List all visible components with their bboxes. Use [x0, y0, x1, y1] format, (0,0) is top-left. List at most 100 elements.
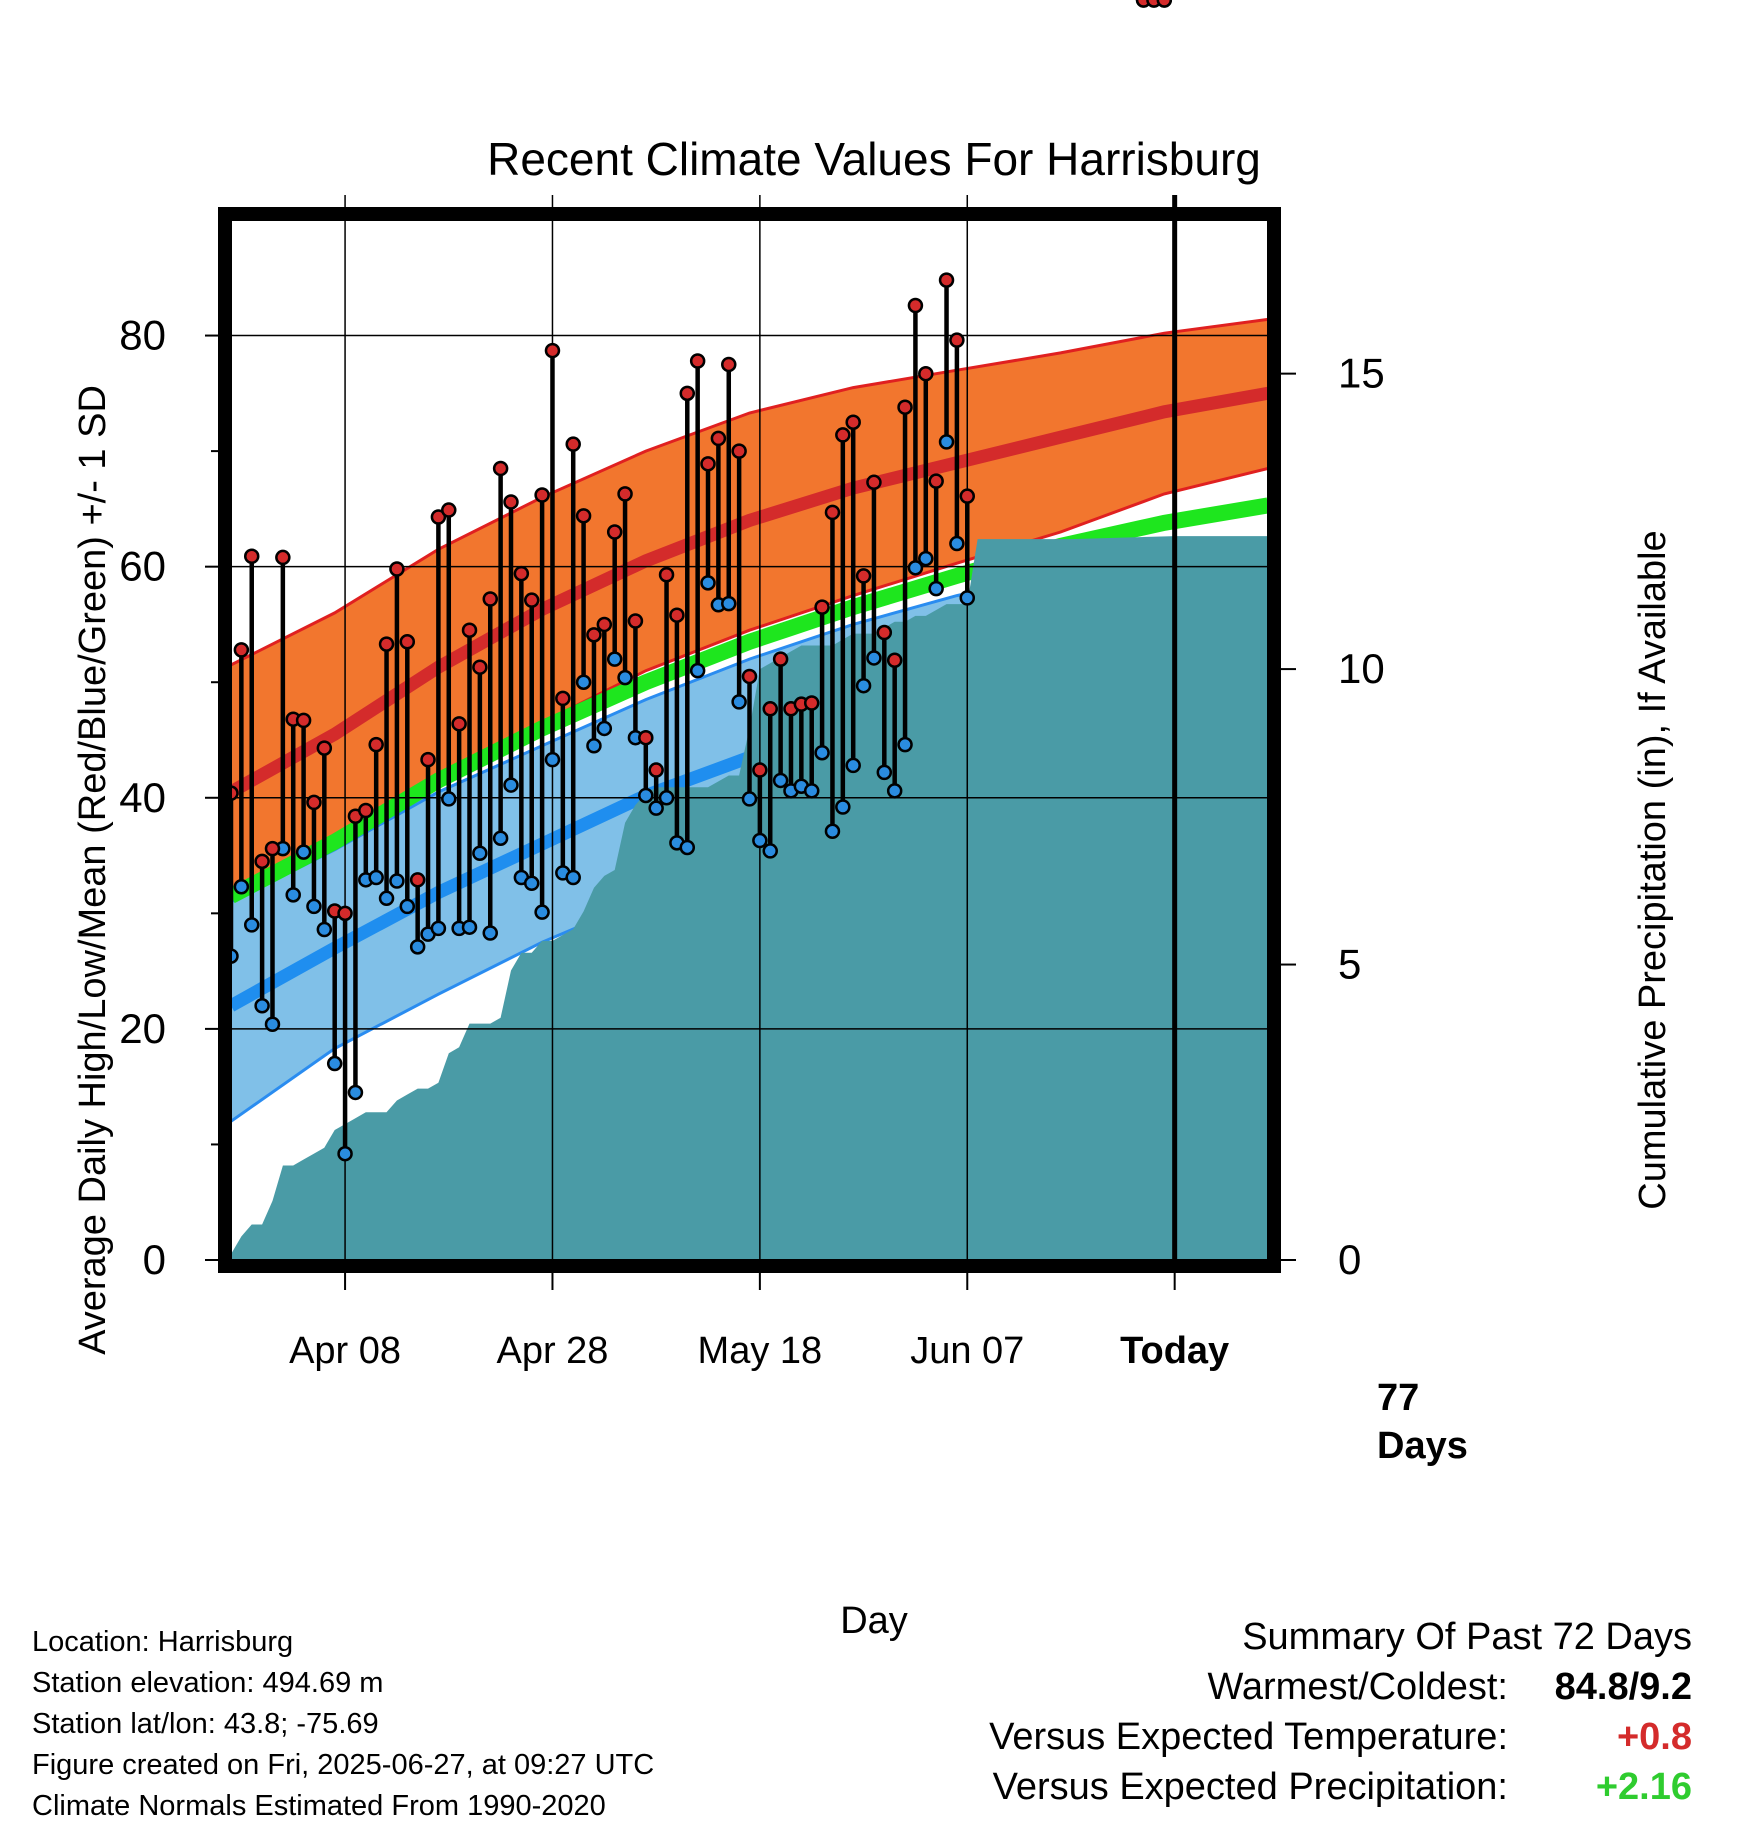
daily-high-point — [835, 427, 851, 443]
daily-low-point — [855, 677, 872, 694]
daily-high-point — [472, 659, 488, 675]
daily-low-point — [679, 839, 696, 856]
warmest-coldest-value: 84.8/9.2 — [1554, 1666, 1692, 1708]
daily-low-point — [378, 890, 395, 907]
daily-low-point — [565, 869, 581, 886]
daily-high-point — [295, 712, 312, 729]
daily-low-point — [648, 800, 664, 816]
daily-high-point — [233, 642, 250, 658]
today-days-unit: Days — [1377, 1425, 1468, 1467]
daily-high-point — [420, 751, 436, 768]
daily-high-point — [368, 736, 384, 753]
warmest-coldest-label: Warmest/Coldest: — [1207, 1666, 1508, 1708]
daily-low-point — [389, 873, 405, 889]
daily-low-point — [700, 575, 716, 591]
daily-low-point — [295, 844, 312, 860]
daily-low-point — [617, 669, 633, 686]
right-axis-tick-label: 15 — [1338, 350, 1385, 397]
daily-low-point — [835, 799, 851, 815]
daily-low-point — [586, 738, 602, 754]
daily-low-point — [845, 757, 861, 774]
daily-high-point — [482, 591, 498, 607]
daily-high-point — [627, 613, 644, 629]
daily-high-point — [959, 488, 976, 504]
location-text: Location: Harrisburg — [32, 1626, 294, 1658]
daily-low-point — [347, 1084, 364, 1101]
precip-area — [231, 536, 1268, 1260]
daily-high-point — [399, 634, 416, 650]
daily-high-point — [700, 456, 716, 472]
daily-high-point — [565, 436, 581, 452]
summary-warmest-coldest: Warmest/Coldest: 84.8/9.2 — [989, 1662, 1692, 1712]
daily-high-point — [306, 794, 322, 811]
daily-high-point — [513, 565, 530, 582]
daily-high-point — [679, 385, 696, 402]
daily-low-point — [482, 925, 498, 941]
summary-title: Summary Of Past 72 Days — [1242, 1616, 1692, 1658]
daily-low-point — [918, 550, 934, 567]
daily-low-point — [741, 791, 758, 807]
right-axis-tick-label: 5 — [1338, 941, 1361, 988]
normal-high-line — [231, 386, 1268, 798]
daily-high-point — [316, 740, 333, 756]
daily-high-point — [658, 567, 675, 583]
daily-high-point — [814, 599, 830, 615]
daily-high-point — [866, 474, 882, 491]
daily-low-point — [264, 1016, 281, 1033]
daily-high-point — [731, 443, 747, 459]
x-axis-tick-label: Today — [1120, 1330, 1229, 1372]
daily-high-point — [824, 504, 841, 521]
daily-low-point — [731, 694, 747, 710]
daily-low-point — [575, 674, 592, 690]
precip-anomaly-label: Versus Expected Precipitation: — [992, 1766, 1508, 1808]
daily-high-point — [503, 494, 519, 510]
x-axis-tick-label: Jun 07 — [910, 1330, 1024, 1372]
daily-low-point — [752, 832, 768, 849]
daily-high-point — [918, 365, 934, 382]
daily-low-point — [897, 736, 913, 753]
left-axis-tick-label: 20 — [119, 1005, 166, 1052]
daily-high-point — [907, 297, 924, 314]
daily-high-point — [555, 690, 571, 707]
right-axis-tick-label: 0 — [1338, 1236, 1361, 1283]
daily-low-point — [907, 560, 924, 576]
daily-high-point — [492, 460, 509, 477]
daily-low-point — [368, 869, 384, 886]
daily-high-point — [855, 568, 872, 584]
normal-mean-line — [231, 497, 1268, 904]
daily-high-point — [928, 473, 944, 489]
x-axis-tick-label: Apr 28 — [496, 1330, 608, 1372]
daily-low-point — [233, 879, 250, 895]
chart-title: Recent Climate Values For Harrisburg — [487, 133, 1261, 185]
daily-high-point — [430, 509, 447, 525]
daily-high-point — [938, 272, 955, 288]
daily-low-point — [409, 939, 426, 955]
y-axis-right-label: Cumulative Precipitation (in), If Availa… — [1632, 530, 1674, 1209]
daily-high-point — [648, 762, 664, 778]
daily-low-point — [928, 580, 944, 597]
y-axis-left-label: Average Daily High/Low/Mean (Red/Blue/Gr… — [72, 385, 114, 1355]
daily-high-point — [710, 430, 727, 447]
left-axis-tick-label: 0 — [143, 1236, 166, 1283]
daily-low-point — [886, 783, 903, 799]
daily-high-point — [337, 905, 353, 922]
daily-high-point — [544, 342, 561, 359]
daily-high-point — [275, 549, 291, 566]
precip-anomaly-value: +2.16 — [1595, 1766, 1692, 1808]
daily-high-point — [897, 399, 913, 415]
plot-frame — [218, 207, 1281, 1273]
daily-low-point — [866, 650, 882, 666]
daily-high-point — [949, 332, 965, 348]
daily-low-point — [326, 1055, 343, 1072]
daily-low-point — [876, 764, 893, 781]
daily-high-point — [741, 668, 758, 685]
daily-high-point — [523, 592, 540, 608]
daily-low-point — [492, 830, 509, 846]
daily-high-point — [606, 524, 623, 540]
daily-low-point — [544, 751, 561, 768]
daily-high-point — [803, 695, 820, 711]
daily-low-point — [824, 823, 841, 840]
daily-low-point — [606, 651, 623, 667]
summary-temp: Versus Expected Temperature: +0.8 — [989, 1712, 1692, 1762]
daily-high-point — [638, 729, 654, 746]
